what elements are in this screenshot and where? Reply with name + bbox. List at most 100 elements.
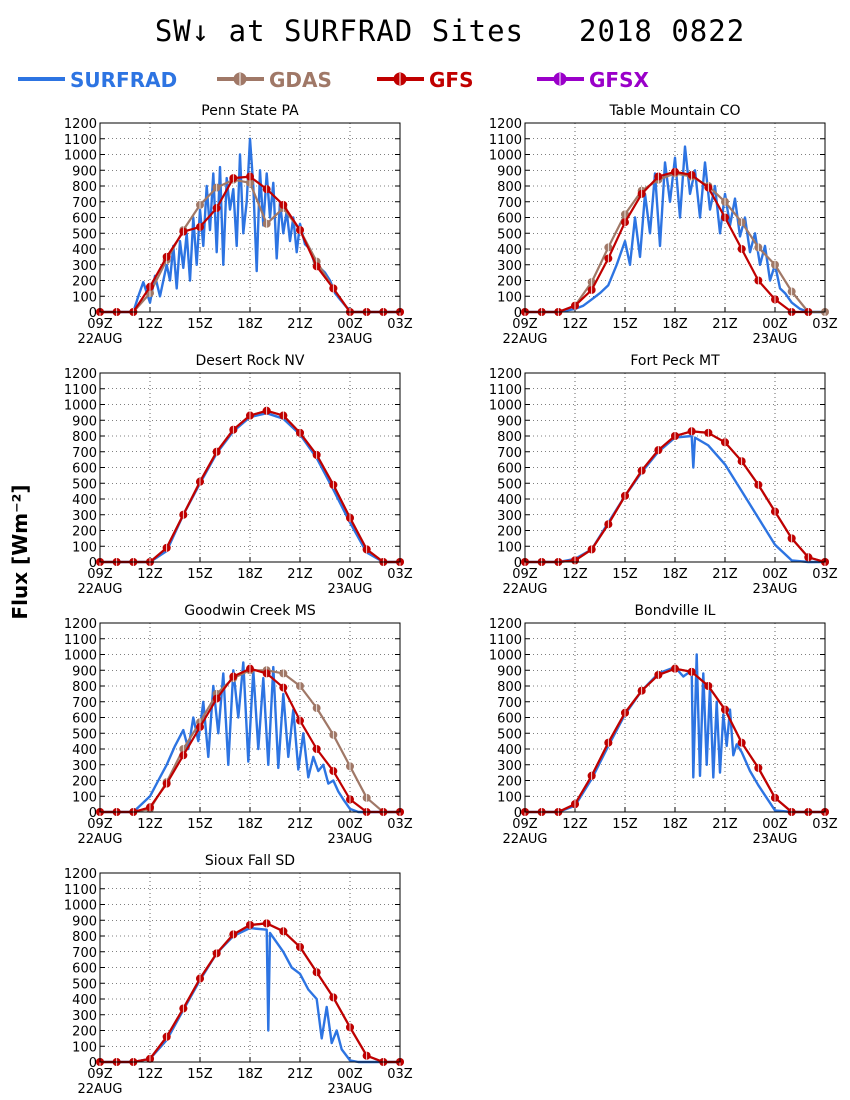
figure-title: SW↓ at SURFRAD Sites 2018 0822 <box>155 14 745 48</box>
y-tick-label: 200 <box>72 1025 97 1040</box>
y-tick-label: 600 <box>497 712 522 727</box>
x-tick-label: 00Z <box>762 567 788 582</box>
panels: Penn State PA010020030040050060070080090… <box>64 103 838 1097</box>
y-tick-label: 900 <box>72 164 97 179</box>
y-tick-label: 900 <box>497 664 522 679</box>
x-tick-label: 21Z <box>287 317 313 332</box>
series-line-surfrad <box>100 137 400 314</box>
x-date-label: 22AUG <box>502 332 547 347</box>
x-tick-label: 09Z <box>512 567 538 582</box>
x-tick-label: 18Z <box>237 1067 263 1082</box>
plot-frame <box>524 122 826 313</box>
y-tick-label: 1200 <box>489 117 522 132</box>
x-tick-label: 03Z <box>812 567 838 582</box>
y-tick-label: 300 <box>72 759 97 774</box>
y-tick-label: 1200 <box>64 367 97 382</box>
series-line-surfrad <box>525 145 825 314</box>
x-tick-label: 15Z <box>187 567 213 582</box>
x-tick-label: 09Z <box>87 567 113 582</box>
series-line-gfs <box>525 170 809 314</box>
y-tick-label: 200 <box>72 525 97 540</box>
y-tick-label: 400 <box>72 243 97 258</box>
x-tick-label: 09Z <box>512 317 538 332</box>
plot-frame <box>524 622 826 813</box>
series-line-surfrad <box>525 653 825 814</box>
x-tick-label: 03Z <box>387 317 413 332</box>
y-tick-label: 1000 <box>64 899 97 914</box>
y-tick-label: 700 <box>497 196 522 211</box>
x-tick-label: 15Z <box>187 317 213 332</box>
y-tick-label: 500 <box>72 977 97 992</box>
legend-label: GDAS <box>269 68 332 92</box>
panel-title: Goodwin Creek MS <box>184 603 316 619</box>
y-tick-label: 200 <box>497 275 522 290</box>
x-tick-label: 21Z <box>287 567 313 582</box>
legend-item-gfsx: GFSX <box>537 68 649 92</box>
y-tick-label: 500 <box>72 477 97 492</box>
panel-title: Penn State PA <box>201 103 299 119</box>
y-tick-label: 800 <box>72 680 97 695</box>
x-date-label: 22AUG <box>77 332 122 347</box>
y-tick-label: 700 <box>497 446 522 461</box>
series-line-surfrad <box>100 926 400 1064</box>
x-tick-label: 00Z <box>337 817 363 832</box>
y-tick-label: 1000 <box>489 149 522 164</box>
plot-frame <box>99 122 401 313</box>
legend-label: GFSX <box>589 68 649 92</box>
x-tick-label: 03Z <box>812 817 838 832</box>
y-tick-label: 1100 <box>64 883 97 898</box>
x-tick-label: 12Z <box>137 567 163 582</box>
x-tick-label: 12Z <box>137 1067 163 1082</box>
y-tick-label: 700 <box>72 696 97 711</box>
series-line-gfs <box>525 667 825 814</box>
y-tick-label: 900 <box>72 914 97 929</box>
x-tick-label: 03Z <box>812 317 838 332</box>
x-tick-label: 18Z <box>237 817 263 832</box>
x-date-label: 23AUG <box>327 582 372 597</box>
y-tick-label: 400 <box>497 243 522 258</box>
panel-table-mountain-co: Table Mountain CO 01002003004005006007008… <box>489 103 838 347</box>
y-tick-label: 900 <box>497 414 522 429</box>
plot-frame <box>524 372 826 563</box>
y-tick-label: 400 <box>497 743 522 758</box>
x-date-label: 23AUG <box>752 332 797 347</box>
y-tick-label: 0 <box>89 1056 97 1071</box>
x-tick-label: 09Z <box>87 817 113 832</box>
y-tick-label: 100 <box>497 790 522 805</box>
panel-title: Bondville IL <box>635 603 716 619</box>
x-date-label: 22AUG <box>77 832 122 847</box>
panel-penn-state-pa: Penn State PA 010020030040050060070080090… <box>64 103 413 347</box>
y-tick-label: 1000 <box>489 399 522 414</box>
y-tick-label: 900 <box>72 414 97 429</box>
x-tick-label: 21Z <box>287 817 313 832</box>
y-tick-label: 100 <box>72 1040 97 1055</box>
x-tick-label: 15Z <box>612 317 638 332</box>
y-tick-label: 200 <box>497 525 522 540</box>
y-tick-label: 1000 <box>489 649 522 664</box>
x-tick-label: 21Z <box>712 817 738 832</box>
plot-frame <box>99 372 401 563</box>
legend-item-gfs: GFS <box>377 68 473 92</box>
x-date-label: 22AUG <box>502 582 547 597</box>
y-tick-label: 0 <box>514 556 522 571</box>
y-tick-label: 700 <box>497 696 522 711</box>
legend-label: SURFRAD <box>70 68 177 92</box>
panel-fort-peck-mt: Fort Peck MT 0100200300400500600700800900… <box>489 353 838 597</box>
y-tick-label: 800 <box>497 680 522 695</box>
y-tick-label: 1200 <box>489 367 522 382</box>
x-tick-label: 18Z <box>237 567 263 582</box>
y-tick-label: 600 <box>72 212 97 227</box>
x-tick-label: 00Z <box>337 1067 363 1082</box>
series-line-surfrad <box>100 412 400 564</box>
series-line-gdas <box>525 667 825 814</box>
y-tick-label: 600 <box>72 462 97 477</box>
y-tick-label: 1200 <box>489 617 522 632</box>
y-tick-label: 1100 <box>64 133 97 148</box>
panel-sioux-fall-sd: Sioux Fall SD 010020030040050060070080090… <box>64 853 413 1097</box>
y-tick-label: 1000 <box>64 649 97 664</box>
x-tick-label: 00Z <box>762 317 788 332</box>
x-date-label: 23AUG <box>327 1082 372 1097</box>
y-tick-label: 600 <box>72 712 97 727</box>
x-tick-label: 15Z <box>612 567 638 582</box>
series-line-gfs <box>525 430 826 564</box>
